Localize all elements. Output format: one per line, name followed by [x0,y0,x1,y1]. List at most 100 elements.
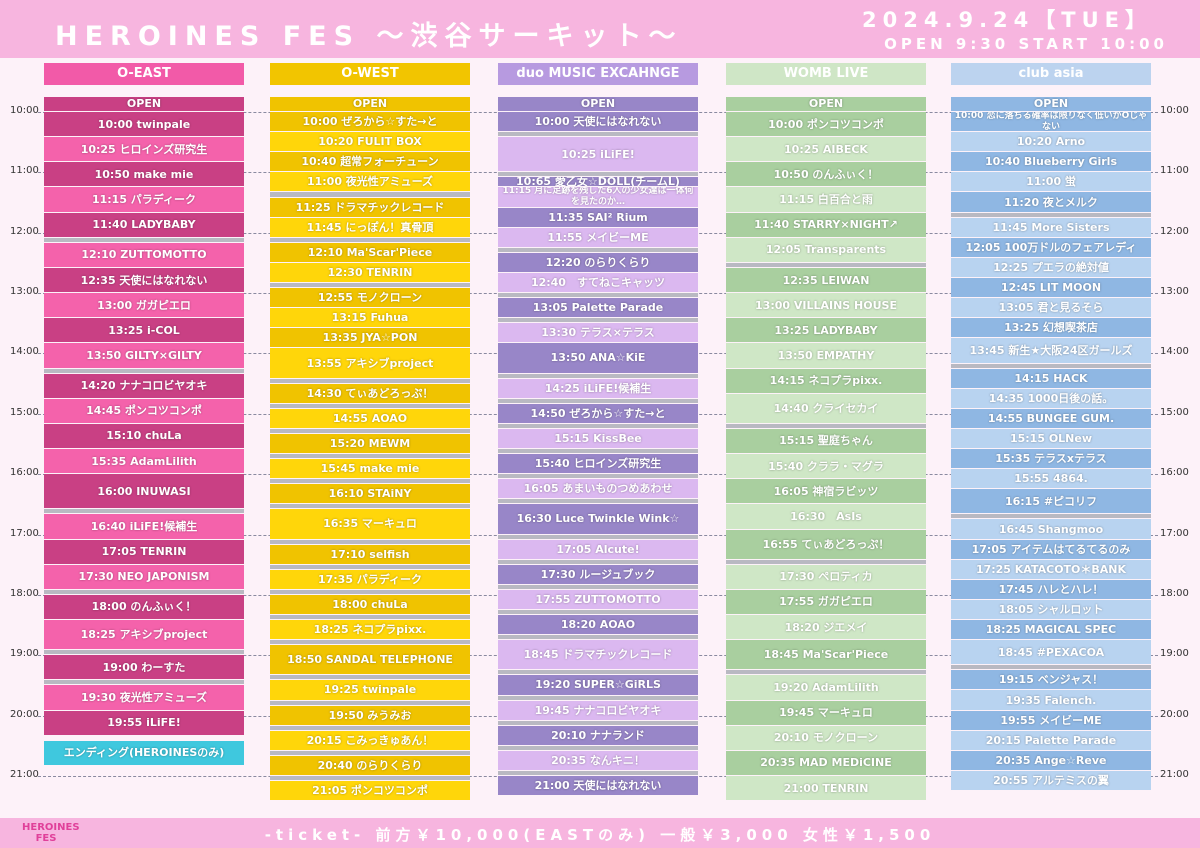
changeover [270,192,470,197]
slot: 19:45 マーキュロ [726,700,926,725]
ticket-info: -ticket- 前方￥10,000(EASTのみ) 一般￥3,000 女性￥1… [264,826,936,844]
changeover [498,449,698,454]
slot: 10:00 ぜろから☆すた→と [270,112,470,132]
changeover [44,680,244,685]
time-label: 11:00 [10,165,39,177]
slot: 10:25 AIBECK [726,137,926,162]
slot: 11:40 LADYBABY [44,212,244,237]
slot: 14:45 ポンコツコンポ [44,398,244,423]
changeover [270,539,470,544]
slot: OPEN [270,96,470,111]
header: HEROINES FES 〜渋谷サーキット〜 2024.9.24【TUE】 OP… [0,0,1200,58]
slot: 12:35 LEIWAN [726,267,926,293]
changeover [498,559,698,564]
time-label: 18:00 [1160,587,1189,599]
slot: 19:15 ベンジャス！ [951,670,1151,690]
slot: 19:30 夜光性アミューズ [44,685,244,710]
time-label: 20:00 [1160,708,1189,720]
slot: 19:55 iLiFE! [44,710,244,735]
slot: 15:40 クララ・マグラ [726,454,926,479]
slot: 16:30 AsIs [726,504,926,529]
slot: 10:25 ヒロインズ研究生 [44,137,244,162]
slot: 10:00 天使にはなれない [498,112,698,132]
slot: 18:00 のんふぃく！ [44,594,244,620]
slot: 11:15 白百合と雨 [726,187,926,212]
slot: 10:20 Arno [951,132,1151,152]
slot: 13:55 アキシブproject [270,348,470,378]
changeover [498,534,698,539]
changeover [951,665,1151,670]
changeover [726,262,926,267]
changeover [498,610,698,615]
slot: 13:25 幻想喫茶店 [951,318,1151,338]
slot: 15:20 MEWM [270,433,470,454]
time-label: 13:00 [10,286,39,298]
changeover [951,514,1151,519]
slot: 21:00 天使にはなれない [498,776,698,796]
slot: 18:20 AOAO [498,615,698,635]
slot: 19:25 twinpale [270,680,470,700]
time-label: 12:00 [10,225,39,237]
slot: 13:45 新生★大阪24区ガールズ [951,338,1151,363]
changeover [498,745,698,750]
slot: 19:50 みうみお [270,705,470,725]
changeover [270,589,470,594]
slot: 15:35 AdamLilith [44,449,244,474]
changeover [270,700,470,705]
slot: 10:20 FULIT BOX [270,132,470,152]
slot: 15:10 chuLa [44,423,244,449]
time-label: 11:00 [1160,165,1189,177]
slot: 10:65 愛乙女☆DOLL(チームL) [498,177,698,187]
changeover [498,635,698,640]
changeover [498,474,698,479]
slot: 13:50 EMPATHY [726,343,926,368]
slot: 17:05 アイテムはてるてるのみ [951,539,1151,559]
slot: 16:45 Shangmoo [951,519,1151,539]
changeover [270,504,470,509]
changeover [498,293,698,298]
slot: 16:05 あまいものつめあわせ [498,479,698,499]
changeover [270,776,470,781]
slot: 14:35 1000日後の話。 [951,388,1151,408]
slot: 19:35 Falench. [951,690,1151,710]
changeover [270,564,470,569]
slot: 19:55 メイビーME [951,710,1151,730]
changeover [498,318,698,323]
slot: 19:20 AdamLilith [726,675,926,700]
changeover [270,283,470,288]
slot: 14:15 ネコプラpixx. [726,368,926,393]
slot: 20:10 ナナランド [498,725,698,745]
slot: 14:50 ぜろから☆すた→と [498,403,698,423]
time-label: 16:00 [10,467,39,479]
stage-name: club asia [951,63,1151,85]
open-start: OPEN 9:30 START 10:00 [884,35,1168,53]
changeover [44,589,244,594]
slot: 16:05 神宿ラビッツ [726,479,926,504]
changeover [498,584,698,589]
stage-name: duo MUSIC EXCAHNGE [498,63,698,85]
time-label: 19:00 [1160,648,1189,660]
changeover [270,750,470,755]
slot: 18:00 chuLa [270,594,470,615]
changeover [498,770,698,775]
time-label: 21:00 [10,769,39,780]
slot: 13:35 JYA☆PON [270,328,470,348]
slot: 21:00 TENRIN [726,776,926,801]
slot: 16:55 てぃあどろっぷ！ [726,529,926,559]
slot: 18:20 ジエメイ [726,615,926,640]
slot: 17:55 ZUTTOMOTTO [498,589,698,609]
slot: 20:15 こみっきゅあん！ [270,730,470,750]
slot: 13:25 i-COL [44,318,244,343]
slot: 12:10 ZUTTOMOTTO [44,242,244,267]
slot: OPEN [44,96,244,111]
slot: 12:05 Transparents [726,237,926,262]
changeover [726,670,926,675]
slot: 20:35 MAD MEDiCINE [726,750,926,775]
changeover [951,212,1151,217]
slot: 15:15 KissBee [498,428,698,449]
slot: OPEN [951,96,1151,111]
slot: 13:30 テラス×テラス [498,323,698,343]
slot: 20:35 なんキニ！ [498,750,698,770]
slot: 17:35 パラディーク [270,569,470,589]
slot: 15:15 聖庭ちゃん [726,428,926,454]
